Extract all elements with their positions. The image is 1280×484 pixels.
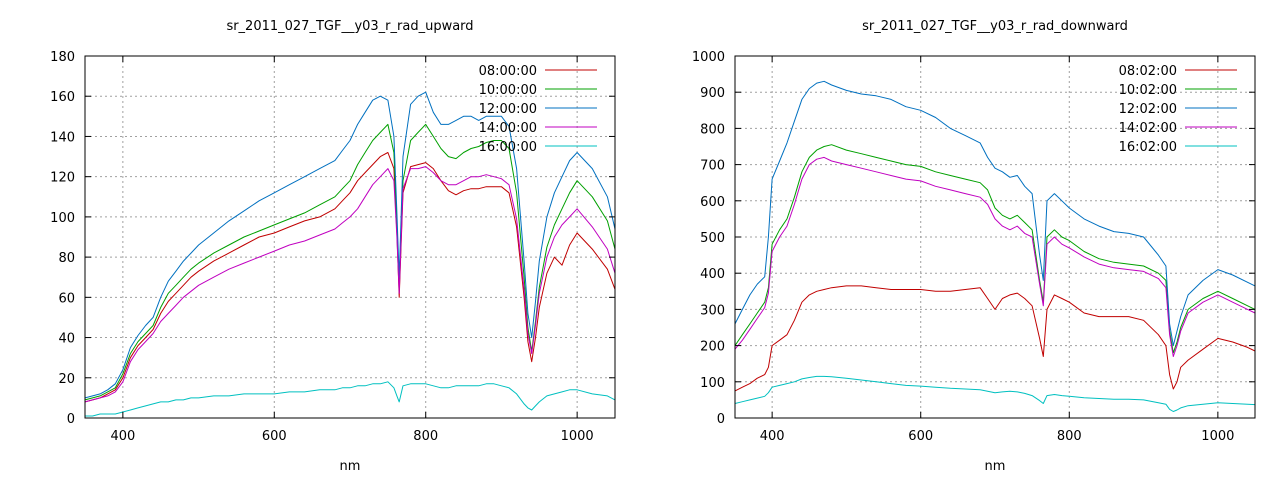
y-tick-label: 500: [700, 231, 725, 246]
y-tick-label: 200: [700, 340, 725, 355]
y-tick-label: 120: [50, 171, 75, 186]
y-tick-label: 100: [700, 376, 725, 391]
y-tick-label: 40: [58, 332, 75, 347]
series-line-2: [84, 123, 616, 401]
y-tick-label: 600: [700, 195, 725, 210]
series-line-4: [734, 156, 1256, 357]
x-tick-label: 600: [262, 429, 287, 444]
y-tick-label: 700: [700, 159, 725, 174]
chart-title: sr_2011_027_TGF__y03_r_rad_upward: [226, 19, 473, 34]
x-tick-label: 800: [413, 429, 438, 444]
legend-label-1: 08:00:00: [479, 64, 537, 79]
y-tick-label: 180: [50, 50, 75, 65]
y-tick-label: 0: [67, 412, 75, 427]
x-tick-label: 600: [908, 429, 933, 444]
y-tick-label: 300: [700, 303, 725, 318]
legend-label-1: 08:02:00: [1119, 64, 1177, 79]
legend-label-2: 10:02:00: [1119, 83, 1177, 98]
legend-label-3: 12:00:00: [479, 102, 537, 117]
x-tick-label: 400: [760, 429, 785, 444]
series-line-5: [85, 381, 616, 417]
legend-label-4: 14:02:00: [1119, 121, 1177, 136]
y-tick-label: 80: [58, 251, 75, 266]
chart-2: 400 600 800 1000 0 100 200 300 400 500 600 700 800 90…: [692, 19, 1256, 474]
y-tick-label: 20: [58, 372, 75, 387]
x-tick-label: 400: [110, 429, 135, 444]
chart-title: sr_2011_027_TGF__y03_r_rad_downward: [862, 19, 1128, 34]
legend-label-5: 16:02:00: [1119, 140, 1177, 155]
series-line-4: [84, 166, 616, 403]
y-tick-label: 60: [58, 291, 75, 306]
plot-frame: [84, 55, 616, 419]
y-tick-label: 1000: [692, 50, 725, 65]
legend-label-2: 10:00:00: [479, 83, 537, 98]
series-line-5: [734, 375, 1256, 412]
series-line-1: [84, 152, 616, 403]
series-line-3: [84, 91, 616, 399]
legend-label-5: 16:00:00: [479, 140, 537, 155]
series-line-3: [734, 80, 1256, 347]
y-tick-label: 800: [700, 122, 725, 137]
y-tick-label: 400: [700, 267, 725, 282]
x-tick-label: 800: [1057, 429, 1082, 444]
y-tick-label: 140: [50, 130, 75, 145]
legend-label-4: 14:00:00: [479, 121, 537, 136]
y-tick-label: 0: [717, 412, 725, 427]
x-tick-label: 1000: [1201, 429, 1234, 444]
y-tick-label: 900: [700, 86, 725, 101]
series-line-1: [734, 285, 1256, 392]
y-tick-label: 160: [50, 90, 75, 105]
legend-label-3: 12:02:00: [1119, 102, 1177, 117]
x-tick-label: 1000: [561, 429, 594, 444]
x-axis-label: nm: [985, 459, 1006, 474]
series-line-2: [734, 144, 1256, 354]
y-tick-label: 100: [50, 211, 75, 226]
x-axis-label: nm: [340, 459, 361, 474]
chart-1: 400 600 800 1000 0 20 40 60 80 100 120 140 160 180 sr_…: [50, 19, 616, 474]
